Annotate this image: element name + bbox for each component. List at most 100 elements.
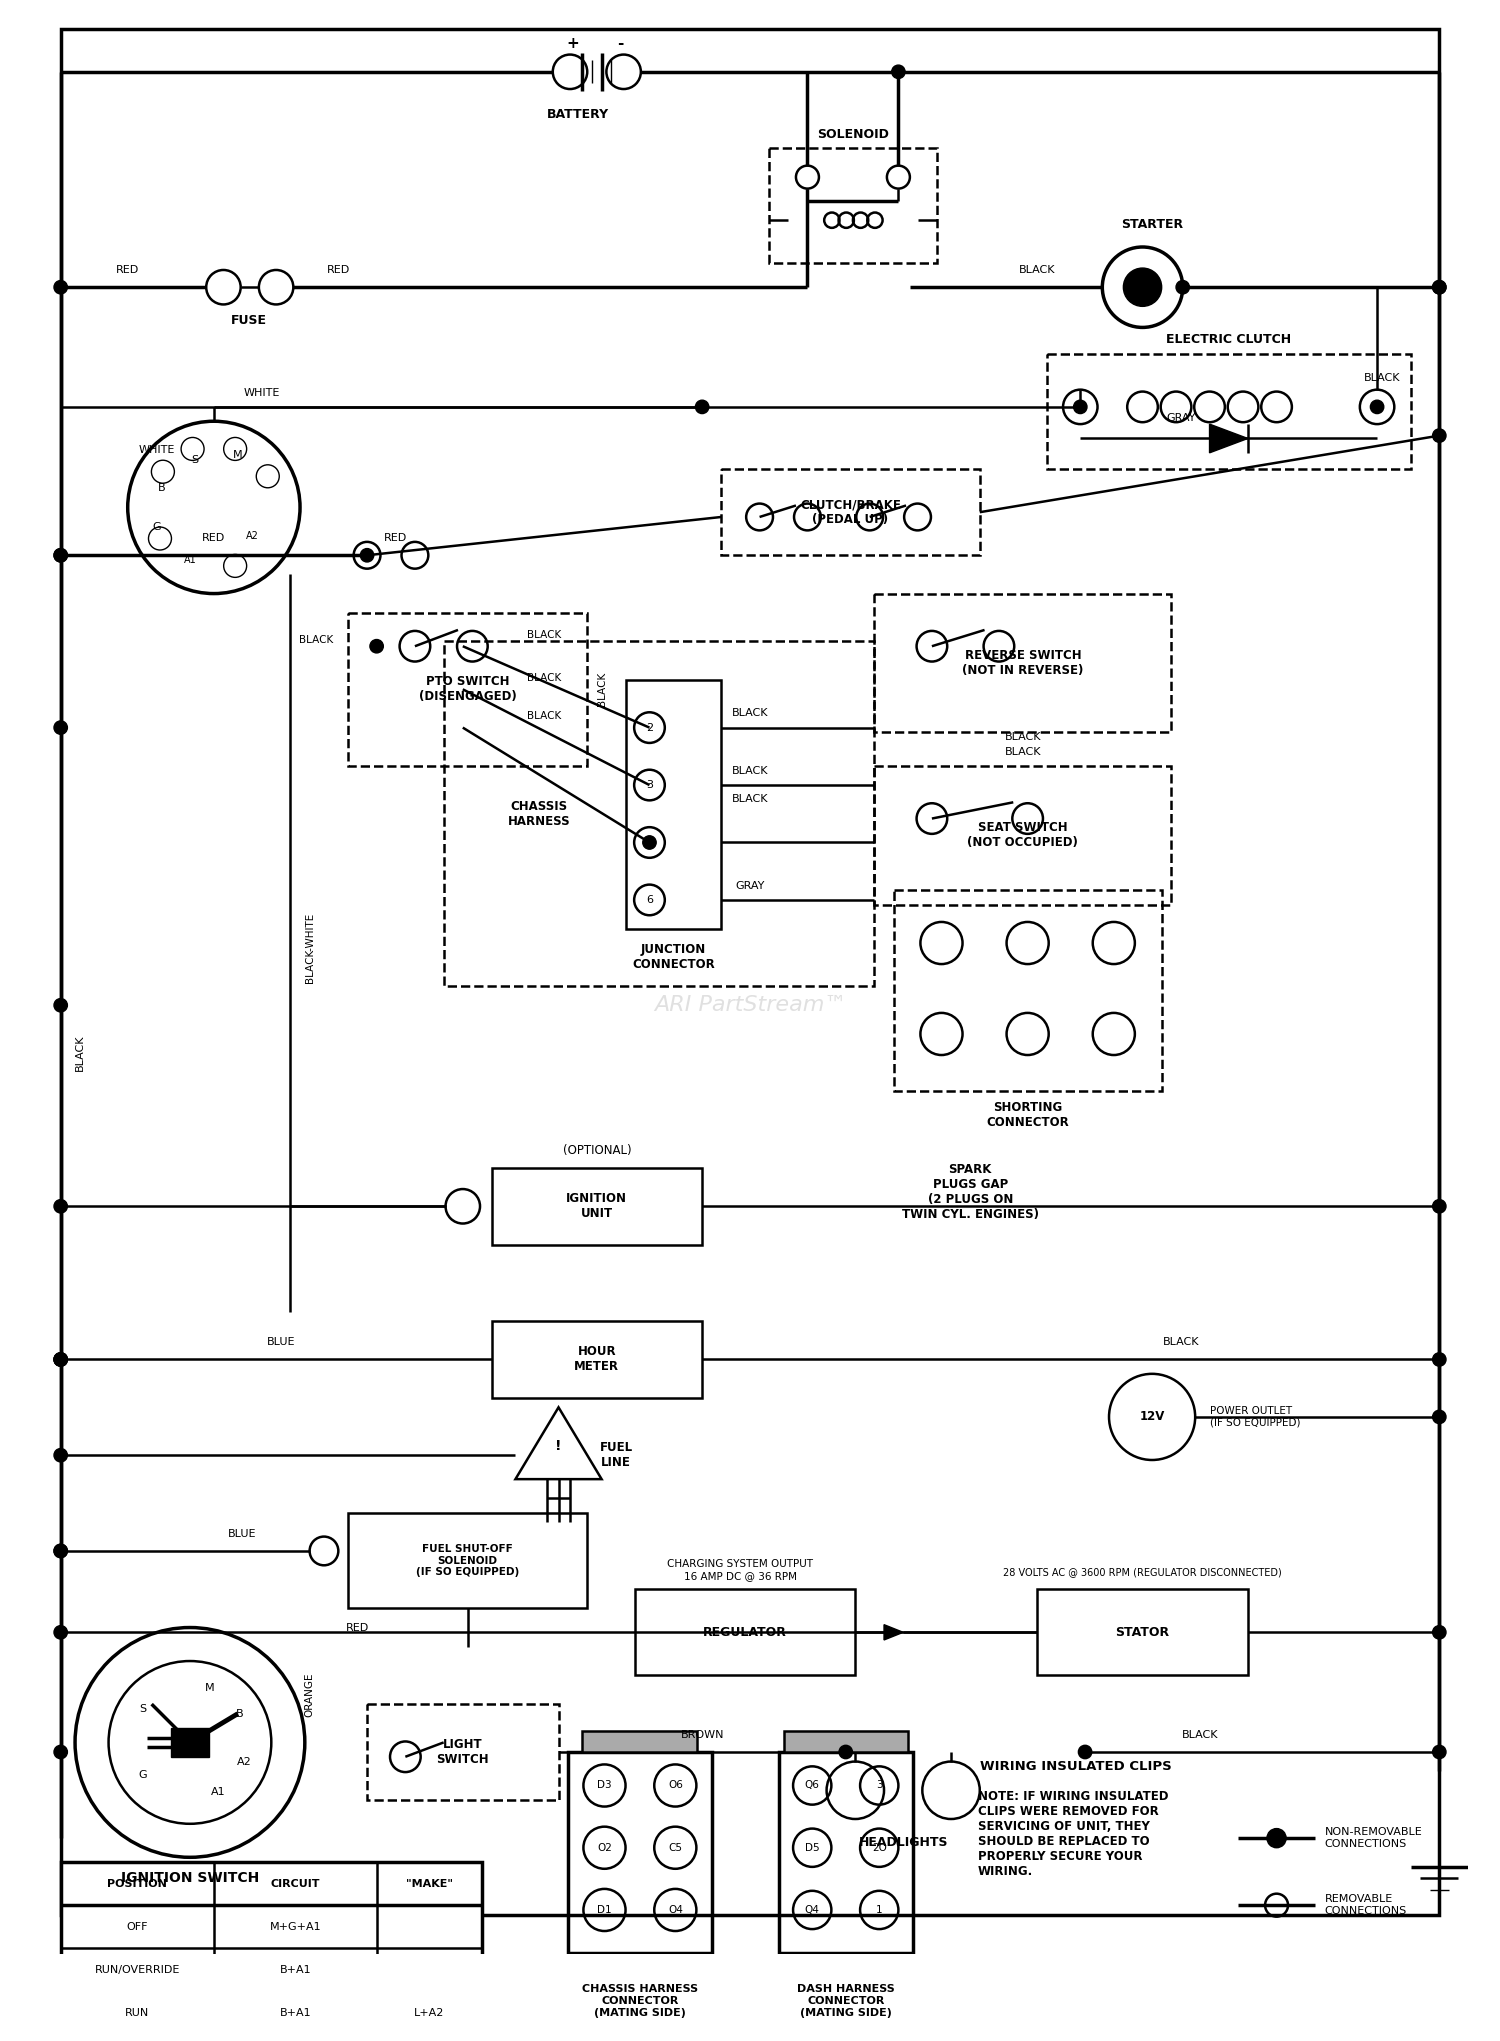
Text: REGULATOR: REGULATOR: [704, 1627, 788, 1639]
Circle shape: [1432, 1410, 1446, 1425]
Text: +: +: [567, 35, 579, 51]
Text: CHASSIS HARNESS
CONNECTOR
(MATING SIDE): CHASSIS HARNESS CONNECTOR (MATING SIDE): [582, 1984, 698, 2017]
Circle shape: [1432, 1625, 1446, 1639]
Text: B: B: [158, 484, 165, 494]
Bar: [348, 1512, 586, 1608]
Circle shape: [54, 1353, 68, 1365]
Text: FUSE: FUSE: [231, 314, 267, 327]
Text: IGNITION SWITCH: IGNITION SWITCH: [122, 1872, 260, 1886]
Circle shape: [54, 1353, 68, 1365]
Bar: [492, 1167, 702, 1245]
Text: GRAY: GRAY: [1166, 414, 1196, 422]
Text: A2: A2: [246, 531, 258, 541]
Text: B+A1: B+A1: [279, 1965, 310, 1976]
Text: OFF: OFF: [126, 1923, 148, 1931]
Text: BLACK: BLACK: [1005, 733, 1041, 743]
Circle shape: [370, 639, 384, 653]
Circle shape: [1432, 429, 1446, 443]
Text: BLACK: BLACK: [300, 635, 333, 645]
Circle shape: [1268, 1829, 1286, 1847]
Text: IGNITION
UNIT: IGNITION UNIT: [567, 1192, 627, 1221]
Text: !: !: [555, 1439, 562, 1453]
Text: RED: RED: [327, 265, 350, 276]
Text: 2O: 2O: [871, 1843, 886, 1853]
Bar: [1047, 355, 1410, 469]
Text: CIRCUIT: CIRCUIT: [270, 1878, 320, 1888]
Bar: [874, 594, 1172, 733]
Text: M: M: [1136, 280, 1150, 294]
Text: BLACK: BLACK: [1182, 1731, 1218, 1739]
Text: 3: 3: [646, 780, 652, 790]
Bar: [874, 765, 1172, 904]
Text: NOTE: IF WIRING INSULATED
CLIPS WERE REMOVED FOR
SERVICING OF UNIT, THEY
SHOULD : NOTE: IF WIRING INSULATED CLIPS WERE REM…: [978, 1790, 1168, 1878]
Text: B: B: [236, 1708, 243, 1719]
Text: DASH HARNESS
CONNECTOR
(MATING SIDE): DASH HARNESS CONNECTOR (MATING SIDE): [796, 1984, 894, 2017]
Circle shape: [1432, 1353, 1446, 1365]
Text: 28 VOLTS AC @ 3600 RPM (REGULATOR DISCONNECTED): 28 VOLTS AC @ 3600 RPM (REGULATOR DISCON…: [1004, 1567, 1282, 1578]
Circle shape: [54, 1449, 68, 1461]
Text: FUEL SHUT-OFF
SOLENOID
(IF SO EQUIPPED): FUEL SHUT-OFF SOLENOID (IF SO EQUIPPED): [416, 1543, 519, 1578]
Text: BLACK: BLACK: [75, 1035, 86, 1072]
Circle shape: [54, 1545, 68, 1557]
Text: D3: D3: [597, 1780, 612, 1790]
Text: STATOR: STATOR: [1116, 1627, 1170, 1639]
Circle shape: [839, 1745, 852, 1759]
Text: HEADLIGHTS: HEADLIGHTS: [858, 1837, 948, 1849]
Bar: [568, 1751, 711, 1953]
Text: FUEL
LINE: FUEL LINE: [600, 1441, 633, 1470]
Circle shape: [54, 1200, 68, 1212]
Bar: [582, 1953, 698, 1974]
Text: WHITE: WHITE: [138, 445, 174, 455]
Text: WHITE: WHITE: [243, 388, 280, 398]
Text: S: S: [190, 455, 198, 465]
Text: D5: D5: [806, 1843, 819, 1853]
Bar: [634, 1590, 855, 1676]
Bar: [492, 1321, 702, 1398]
Text: BLUE: BLUE: [267, 1337, 296, 1347]
Text: M+G+A1: M+G+A1: [270, 1923, 321, 1931]
Text: JUNCTION
CONNECTOR: JUNCTION CONNECTOR: [632, 943, 716, 972]
Text: PTO SWITCH
(DISENGAGED): PTO SWITCH (DISENGAGED): [419, 676, 516, 704]
Text: GRAY: GRAY: [735, 880, 765, 890]
Bar: [171, 1729, 208, 1757]
Circle shape: [54, 720, 68, 735]
Text: RED: RED: [346, 1623, 369, 1633]
Bar: [783, 1731, 908, 1751]
Text: BLACK: BLACK: [526, 674, 561, 684]
Text: ORANGE: ORANGE: [304, 1672, 315, 1716]
Circle shape: [54, 280, 68, 294]
Text: 1: 1: [876, 1904, 882, 1914]
Bar: [894, 890, 1161, 1092]
Text: B+A1: B+A1: [279, 2008, 310, 2019]
Text: A1: A1: [183, 555, 196, 565]
Text: C5: C5: [669, 1843, 682, 1853]
Text: ARI PartStream™: ARI PartStream™: [654, 996, 846, 1014]
Text: M: M: [206, 1684, 214, 1694]
Text: L+A2: L+A2: [414, 2008, 444, 2019]
Text: BLACK: BLACK: [1162, 1337, 1198, 1347]
Circle shape: [54, 1353, 68, 1365]
Text: O2: O2: [597, 1843, 612, 1853]
Text: 6: 6: [646, 894, 652, 904]
Text: A1: A1: [211, 1788, 226, 1798]
Text: 2: 2: [646, 723, 652, 733]
Text: BLACK: BLACK: [597, 671, 606, 706]
Text: SPARK
PLUGS GAP
(2 PLUGS ON
TWIN CYL. ENGINES): SPARK PLUGS GAP (2 PLUGS ON TWIN CYL. EN…: [902, 1163, 1038, 1221]
Circle shape: [360, 549, 374, 561]
Text: BLACK: BLACK: [1019, 265, 1056, 276]
Bar: [582, 1731, 698, 1751]
Circle shape: [1176, 280, 1190, 294]
Text: (OPTIONAL): (OPTIONAL): [562, 1145, 632, 1157]
Text: REVERSE SWITCH
(NOT IN REVERSE): REVERSE SWITCH (NOT IN REVERSE): [962, 649, 1083, 678]
Text: "MAKE": "MAKE": [406, 1878, 453, 1888]
Circle shape: [696, 400, 709, 414]
Text: STARTER: STARTER: [1120, 218, 1184, 231]
Text: ELECTRIC CLUTCH: ELECTRIC CLUTCH: [1166, 333, 1292, 347]
Text: BLACK: BLACK: [1364, 374, 1400, 384]
Circle shape: [54, 1545, 68, 1557]
Circle shape: [54, 549, 68, 561]
Circle shape: [1371, 400, 1384, 414]
Text: BLACK: BLACK: [732, 708, 768, 718]
Circle shape: [1124, 267, 1161, 306]
Circle shape: [1074, 400, 1088, 414]
